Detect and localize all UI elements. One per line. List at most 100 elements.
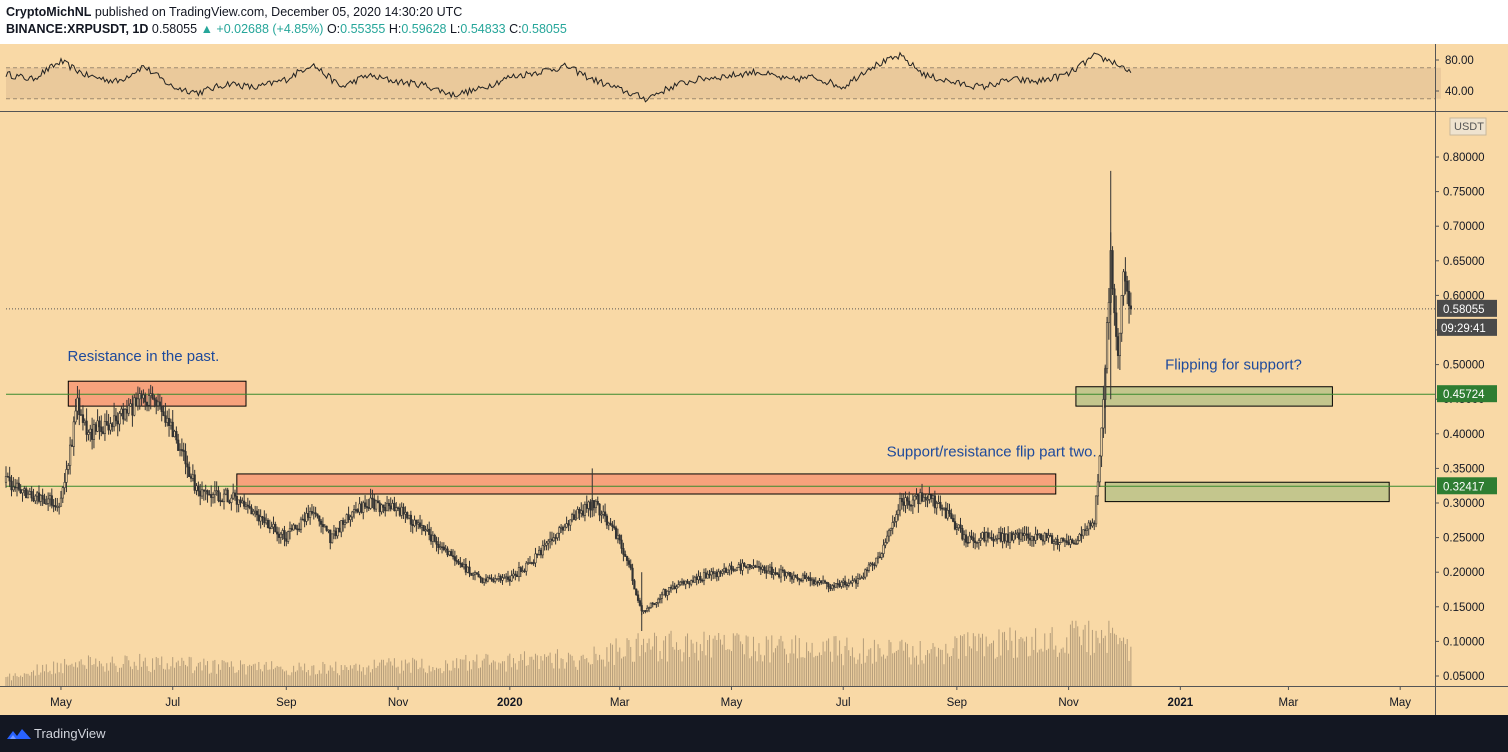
- candle[interactable]: [331, 533, 334, 544]
- candle[interactable]: [614, 525, 618, 540]
- candle[interactable]: [217, 486, 220, 503]
- candle[interactable]: [255, 506, 259, 522]
- candle[interactable]: [123, 407, 127, 422]
- candle[interactable]: [798, 577, 801, 586]
- candle[interactable]: [1012, 531, 1015, 544]
- candle[interactable]: [365, 499, 369, 513]
- candle[interactable]: [320, 518, 323, 533]
- candle[interactable]: [133, 394, 136, 417]
- candle[interactable]: [26, 489, 30, 499]
- zone-flip-support[interactable]: [1075, 386, 1333, 407]
- candle[interactable]: [658, 593, 662, 604]
- candle[interactable]: [481, 577, 484, 584]
- candle[interactable]: [510, 570, 513, 582]
- level-badge-bg-0[interactable]: [1437, 385, 1497, 403]
- candle[interactable]: [609, 517, 612, 526]
- candle[interactable]: [948, 503, 951, 517]
- candle[interactable]: [376, 495, 380, 504]
- candle[interactable]: [706, 570, 709, 579]
- candle[interactable]: [904, 491, 907, 514]
- candle[interactable]: [827, 582, 830, 593]
- candle[interactable]: [657, 597, 660, 607]
- candle[interactable]: [968, 531, 971, 544]
- candle[interactable]: [1120, 294, 1123, 342]
- candle[interactable]: [470, 572, 473, 576]
- candle[interactable]: [453, 550, 456, 566]
- candle[interactable]: [517, 561, 521, 582]
- candle[interactable]: [781, 566, 784, 573]
- candle[interactable]: [908, 491, 911, 511]
- candle[interactable]: [543, 539, 546, 551]
- candle[interactable]: [276, 526, 279, 542]
- candle[interactable]: [114, 407, 118, 427]
- candle[interactable]: [862, 572, 865, 580]
- candle[interactable]: [677, 580, 680, 588]
- level-badge-bg-1[interactable]: [1437, 477, 1497, 495]
- candle[interactable]: [996, 534, 999, 545]
- candle[interactable]: [294, 524, 297, 530]
- candle[interactable]: [909, 504, 913, 512]
- candle[interactable]: [363, 495, 367, 509]
- candle[interactable]: [486, 575, 489, 583]
- candle[interactable]: [488, 574, 491, 580]
- zone-sr-flip-two[interactable]: [236, 473, 1057, 495]
- candle[interactable]: [547, 538, 550, 551]
- candle[interactable]: [226, 487, 229, 503]
- candle[interactable]: [926, 495, 929, 508]
- candle[interactable]: [847, 578, 850, 588]
- candle[interactable]: [1122, 269, 1125, 306]
- candle[interactable]: [428, 521, 431, 541]
- candle[interactable]: [625, 555, 629, 567]
- candle[interactable]: [30, 486, 33, 502]
- candle[interactable]: [834, 583, 838, 589]
- candle[interactable]: [889, 527, 892, 537]
- candle[interactable]: [424, 525, 427, 536]
- candle[interactable]: [1074, 538, 1078, 545]
- candle[interactable]: [345, 513, 348, 524]
- candle[interactable]: [950, 508, 953, 520]
- rsi-line[interactable]: [5, 51, 1132, 103]
- candle[interactable]: [490, 574, 493, 582]
- candle[interactable]: [635, 588, 638, 596]
- candle[interactable]: [1094, 495, 1098, 528]
- candle[interactable]: [1076, 535, 1079, 545]
- candle[interactable]: [655, 602, 658, 608]
- candle[interactable]: [620, 534, 623, 554]
- candle[interactable]: [437, 537, 440, 555]
- candle[interactable]: [184, 443, 187, 475]
- candle[interactable]: [186, 455, 189, 479]
- candle[interactable]: [596, 496, 599, 506]
- candle[interactable]: [266, 518, 270, 529]
- candle[interactable]: [809, 572, 812, 587]
- candle[interactable]: [162, 405, 165, 417]
- candle[interactable]: [979, 532, 982, 546]
- currency-badge[interactable]: [1449, 117, 1487, 136]
- candle[interactable]: [600, 510, 603, 524]
- candle[interactable]: [986, 527, 990, 543]
- candle[interactable]: [638, 597, 641, 607]
- candle[interactable]: [541, 540, 544, 559]
- candle[interactable]: [43, 493, 46, 504]
- candle[interactable]: [911, 494, 914, 515]
- candle[interactable]: [893, 516, 896, 527]
- candle[interactable]: [953, 514, 957, 531]
- candle[interactable]: [385, 495, 389, 512]
- brand-name[interactable]: TradingView: [34, 726, 106, 741]
- candle[interactable]: [843, 575, 847, 588]
- candle[interactable]: [382, 504, 385, 514]
- candle[interactable]: [243, 493, 246, 510]
- candle[interactable]: [730, 561, 733, 575]
- candle[interactable]: [514, 570, 517, 581]
- candle[interactable]: [246, 497, 249, 514]
- candle[interactable]: [1102, 385, 1105, 438]
- candle[interactable]: [935, 500, 938, 515]
- candle[interactable]: [103, 413, 107, 441]
- candle[interactable]: [127, 398, 130, 417]
- candle[interactable]: [87, 429, 90, 441]
- candle[interactable]: [897, 504, 900, 521]
- candle[interactable]: [977, 538, 980, 550]
- candle[interactable]: [153, 394, 156, 408]
- candle[interactable]: [757, 560, 761, 572]
- candle[interactable]: [261, 515, 264, 525]
- candle[interactable]: [406, 511, 409, 520]
